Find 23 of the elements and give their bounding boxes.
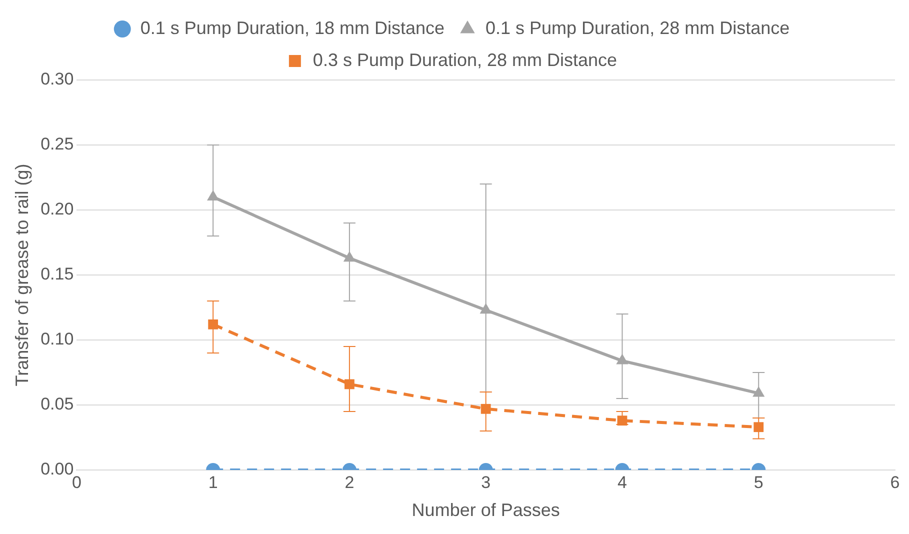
x-tick-label: 5 — [754, 472, 764, 492]
y-axis-title: Transfer of grease to rail (g) — [12, 164, 32, 386]
x-axis-title: Number of Passes — [412, 500, 560, 520]
y-tick-label: 0.00 — [40, 460, 74, 479]
point — [616, 354, 628, 364]
x-tick-label: 0 — [72, 472, 82, 492]
point — [480, 303, 492, 314]
y-tick-label: 0.25 — [40, 134, 74, 154]
x-tick-label: 6 — [890, 472, 900, 492]
y-tick-label: 0.10 — [40, 330, 74, 349]
x-tick-label: 1 — [208, 472, 218, 492]
point — [343, 251, 356, 262]
legend-label: 0.1 s Pump Duration, 28 mm Distance — [486, 18, 790, 38]
y-tick-label: 0.15 — [40, 264, 74, 284]
x-tick-label: 2 — [344, 472, 354, 492]
point — [752, 386, 765, 397]
y-tick-label: 0.30 — [40, 70, 74, 89]
x-tick-label: 4 — [617, 472, 627, 492]
legend-label: 0.3 s Pump Duration, 28 mm Distance — [312, 50, 618, 70]
y-tick-label: 0.20 — [40, 200, 74, 219]
x-tick-label: 3 — [481, 472, 491, 492]
y-tick-label: 0.05 — [40, 394, 74, 414]
legend-label: 0.1 s Pump Duration, 18 mm Distance — [140, 18, 445, 38]
